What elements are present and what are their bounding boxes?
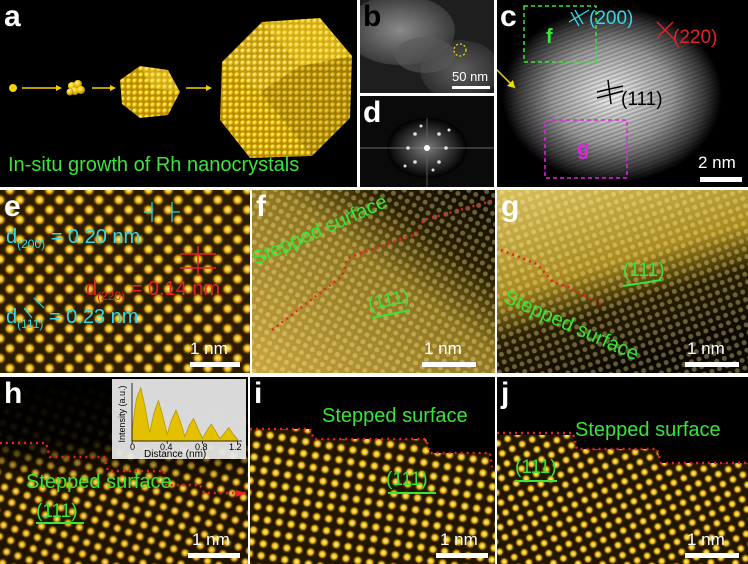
inset-xlabel: Distance (nm): [144, 449, 207, 460]
plane-200-marker: [568, 9, 590, 27]
hrtem-particle-image: [497, 0, 748, 187]
large-polyhedron: [220, 18, 352, 158]
panel-label-d: d: [363, 96, 382, 129]
surface-step-line: [497, 431, 748, 465]
plane-label-g: (111): [623, 260, 665, 281]
stepped-surface-image-f: [252, 190, 495, 373]
nanocrystal-growth-illustration: [9, 18, 352, 158]
profile-chart: [131, 383, 242, 444]
panel-c: c (200) (220) (111) f g 2 nm: [497, 0, 748, 187]
scale-text-i: 1 nm: [440, 530, 478, 549]
tick-label: 0.4: [160, 442, 173, 452]
small-cluster: [66, 80, 85, 96]
surface-label-i: Stepped surface: [322, 405, 468, 427]
plane-220-label: (220): [673, 27, 718, 48]
tick-label: 0.8: [195, 442, 208, 452]
surface-step-line: [500, 248, 602, 306]
scale-text-c: 2 nm: [698, 153, 736, 172]
scale-bar-e: [190, 362, 240, 367]
panel-h: h Stepped surface (111) Intensity (a.u.)…: [0, 377, 248, 564]
seed-atom: [9, 84, 17, 92]
atomic-lattice-e: [0, 190, 250, 373]
panel-label-c: c: [500, 0, 517, 33]
panel-f: f Stepped surface (111) 1 nm: [252, 190, 495, 373]
plane-label-j: (111): [515, 457, 557, 478]
plane-marker-f: [371, 309, 411, 319]
tick-label: 1.2: [229, 442, 242, 452]
panel-i: i Stepped surface (111) 1 nm: [250, 377, 495, 564]
surface-step-line: [250, 427, 494, 468]
panel-e: e d(200) = 0.20 nm d(220) = 0.14 nm d(11…: [0, 190, 250, 373]
medium-polyhedron: [120, 66, 180, 118]
scale-text-b: 50 nm: [452, 69, 489, 84]
scale-bar-h: [188, 553, 240, 558]
panel-j: j Stepped surface (111) 1 nm: [497, 377, 748, 564]
plane-label-i: (111): [386, 469, 428, 490]
panel-a: a In-situ growth of Rh nanocrystals: [0, 0, 357, 187]
panel-label-e: e: [4, 190, 21, 223]
scale-text-h: 1 nm: [192, 530, 230, 549]
plane-marker-g: [622, 279, 662, 287]
plane-220-marker: [656, 21, 676, 41]
scale-text-g: 1 nm: [687, 339, 725, 358]
sem-image: [360, 0, 494, 93]
panel-label-a: a: [4, 0, 21, 33]
region-f-box: [523, 5, 597, 63]
box-g-label: g: [577, 138, 590, 160]
x-tick-marks: [131, 441, 238, 444]
panel-d: d: [360, 96, 494, 187]
caption-text: In-situ growth of Rh nanocrystals: [8, 154, 300, 176]
surface-step-line: [0, 441, 246, 495]
surface-label-j: Stepped surface: [575, 419, 721, 441]
plane-label-h: (111): [36, 501, 78, 522]
stepped-surface-image-g: [497, 190, 748, 373]
panel-b: b 50 nm: [360, 0, 494, 93]
scale-text-f: 1 nm: [424, 339, 462, 358]
stepped-surface-image-j: [497, 377, 748, 564]
inset-ylabel: Intensity (a.u.): [117, 385, 127, 443]
scale-bar-g: [685, 362, 739, 367]
stepped-surface-image-i: [250, 377, 495, 564]
panel-g: g Stepped surface (111) 1 nm: [497, 190, 748, 373]
d200-annotation: d(200) = 0.20 nm: [6, 226, 141, 251]
d111-annotation: d(111) = 0.23 nm: [6, 306, 139, 331]
panel-label-g: g: [501, 190, 520, 223]
d220-annotation: d(220) = 0.14 nm: [86, 278, 221, 303]
panel-label-i: i: [254, 377, 263, 410]
scale-bar-i: [436, 553, 488, 558]
intensity-profile-inset: Intensity (a.u.) 0 0.4 0.8 1.2 Distance …: [112, 379, 246, 460]
scale-bar-f: [422, 362, 476, 367]
surface-label-h: Stepped surface: [26, 471, 172, 493]
plane-111-marker: [596, 79, 624, 105]
panel-label-f: f: [256, 190, 266, 223]
plane-111-label: (111): [621, 89, 663, 110]
scale-text-j: 1 nm: [687, 530, 725, 549]
scale-text-e: 1 nm: [190, 339, 228, 358]
tick-label: 0: [130, 442, 136, 452]
panel-label-b: b: [363, 0, 382, 33]
profile-area: [131, 386, 238, 442]
scale-bar-c: [700, 177, 742, 182]
fft-pattern: [360, 96, 494, 187]
panel-label-j: j: [501, 377, 510, 410]
scale-bar-b: [452, 86, 490, 89]
scale-bar-j: [685, 553, 739, 558]
panel-label-h: h: [4, 377, 23, 410]
box-f-label: f: [546, 26, 553, 48]
surface-step-line: [271, 198, 495, 331]
plane-200-label: (200): [589, 8, 634, 29]
selected-particle: [453, 43, 467, 57]
zoom-arrow: [497, 68, 516, 89]
